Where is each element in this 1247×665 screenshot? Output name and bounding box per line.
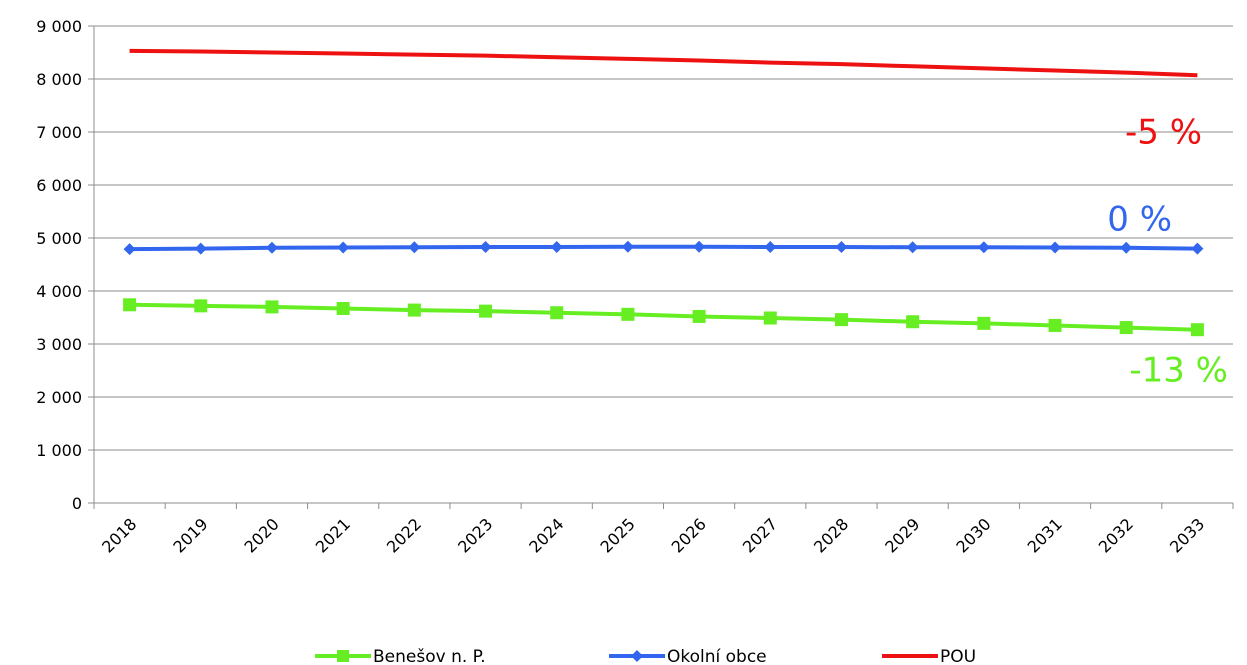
x-tick-label-2026: 2026 <box>668 514 710 556</box>
x-tick-label-2029: 2029 <box>881 514 923 556</box>
y-tick-label: 7 000 <box>36 123 82 142</box>
y-tick-label: 6 000 <box>36 176 82 195</box>
y-tick-label: 0 <box>72 494 82 513</box>
point-bene-ov-n-p-2021 <box>336 301 350 315</box>
point-okoln-obce-2032 <box>1120 241 1133 254</box>
point-okoln-obce-2025 <box>621 240 634 253</box>
point-okoln-obce-2021 <box>337 241 350 254</box>
x-tick-label-2021: 2021 <box>312 514 354 556</box>
legend-label-bene-ov-n-p: Benešov n. P. <box>373 647 486 665</box>
y-tick-label: 8 000 <box>36 70 82 89</box>
x-tick-label-2027: 2027 <box>739 514 781 556</box>
x-tick-label-2033: 2033 <box>1166 514 1208 556</box>
point-bene-ov-n-p-2018 <box>123 298 137 312</box>
legend-label-okoln-obce: Okolní obce <box>667 647 767 665</box>
point-bene-ov-n-p-2027 <box>763 311 777 325</box>
point-bene-ov-n-p-2032 <box>1119 321 1133 335</box>
x-tick-label-2031: 2031 <box>1024 514 1066 556</box>
y-tick-label: 3 000 <box>36 335 82 354</box>
y-tick-label: 5 000 <box>36 229 82 248</box>
point-okoln-obce-2029 <box>906 241 919 254</box>
x-tick-label-2018: 2018 <box>98 514 140 556</box>
point-okoln-obce-2024 <box>550 241 563 254</box>
gridlines <box>94 25 1233 451</box>
x-tick-label-2019: 2019 <box>169 514 211 556</box>
point-okoln-obce-2023 <box>479 241 492 254</box>
point-okoln-obce-2030 <box>977 241 990 254</box>
legend: Benešov n. P. Okolní obce POU <box>315 647 976 665</box>
annotation-pou: -5 % <box>1125 112 1202 152</box>
series-lines <box>123 48 1204 337</box>
annotation-okoln-obce: 0 % <box>1107 200 1172 240</box>
point-bene-ov-n-p-2026 <box>692 309 706 323</box>
y-tick-label: 2 000 <box>36 388 82 407</box>
legend-label-pou: POU <box>940 647 976 665</box>
point-okoln-obce-2019 <box>194 242 207 255</box>
series-line-bene-ov-n-p <box>129 302 1198 332</box>
point-bene-ov-n-p-2029 <box>906 315 920 329</box>
point-okoln-obce-2028 <box>835 241 848 254</box>
point-bene-ov-n-p-2019 <box>194 299 208 313</box>
point-okoln-obce-2022 <box>408 241 421 254</box>
x-tick-label-2025: 2025 <box>597 514 639 556</box>
y-tick-label: 9 000 <box>36 17 82 36</box>
point-okoln-obce-2027 <box>764 241 777 254</box>
point-okoln-obce-2018 <box>123 243 136 256</box>
point-bene-ov-n-p-2023 <box>479 304 493 318</box>
legend-marker-bene-ov-n-p <box>337 650 349 662</box>
point-okoln-obce-2033 <box>1191 242 1204 255</box>
point-bene-ov-n-p-2022 <box>407 303 421 317</box>
x-tick-label-2028: 2028 <box>810 514 852 556</box>
point-okoln-obce-2020 <box>265 241 278 254</box>
y-tick-label: 4 000 <box>36 282 82 301</box>
y-tick-label: 1 000 <box>36 441 82 460</box>
x-tick-label-2023: 2023 <box>454 514 496 556</box>
point-bene-ov-n-p-2020 <box>265 300 279 314</box>
axes: 0 1 000 2 000 3 000 4 000 5 000 6 000 7 000 8 00… <box>36 17 1234 557</box>
x-tick-label-2020: 2020 <box>241 514 283 556</box>
annotation-bene-ov-n-p: -13 % <box>1129 351 1228 391</box>
point-okoln-obce-2026 <box>693 240 706 253</box>
series-line-pou <box>129 48 1198 78</box>
point-bene-ov-n-p-2033 <box>1190 323 1204 337</box>
x-tick-label-2024: 2024 <box>525 514 567 556</box>
x-tick-label-2030: 2030 <box>952 514 994 556</box>
series-line-okoln-obce <box>129 244 1198 252</box>
point-bene-ov-n-p-2028 <box>834 313 848 327</box>
x-tick-label-2022: 2022 <box>383 514 425 556</box>
point-bene-ov-n-p-2030 <box>977 316 991 330</box>
legend-marker-okoln-obce <box>631 650 643 662</box>
point-bene-ov-n-p-2025 <box>621 307 635 321</box>
point-bene-ov-n-p-2024 <box>550 306 564 320</box>
x-tick-label-2032: 2032 <box>1095 514 1137 556</box>
point-okoln-obce-2031 <box>1049 241 1062 254</box>
point-bene-ov-n-p-2031 <box>1048 318 1062 332</box>
annotations: -5 % 0 % -13 % <box>1107 112 1228 390</box>
